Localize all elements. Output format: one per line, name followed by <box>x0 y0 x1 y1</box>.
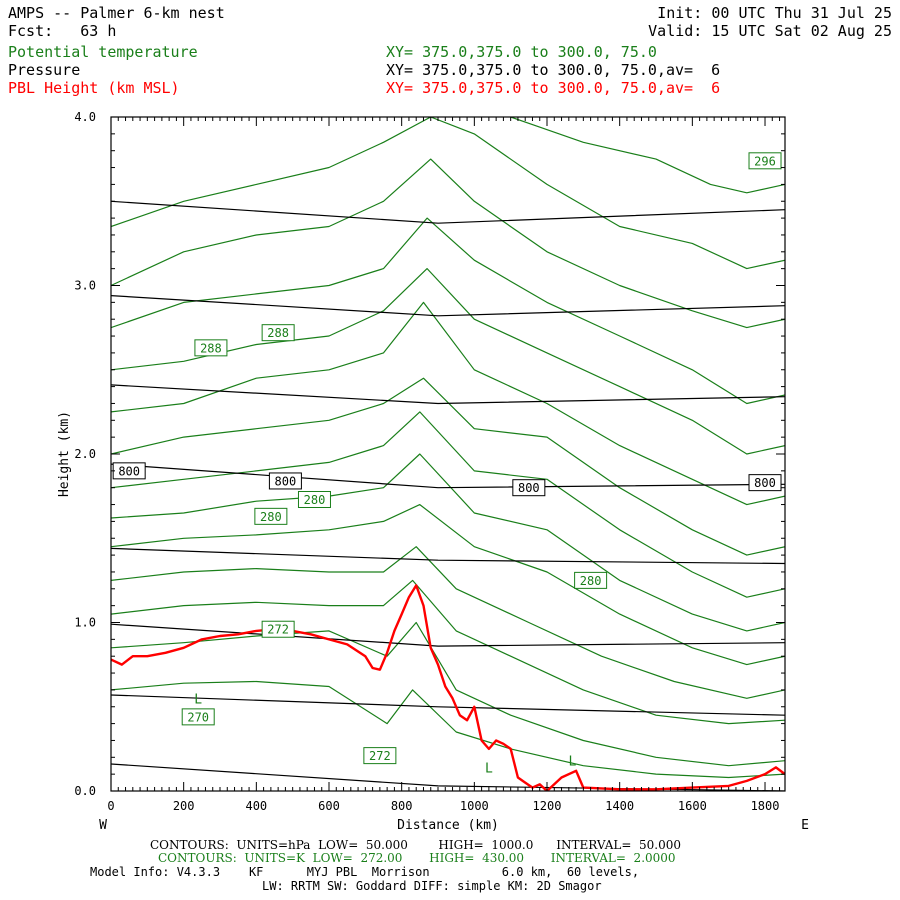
low-marker-1: L <box>485 761 493 776</box>
theta-contour-line-9 <box>111 268 785 455</box>
theta-contour-line-1 <box>111 621 785 767</box>
theta-label-3-box <box>297 490 331 508</box>
footer-model-info-2: LW: RRTM SW: Goddard DIFF: simple KM: 2D… <box>262 879 602 893</box>
theta-label-4-box <box>254 507 288 525</box>
field-xy-theta: XY= 375.0,375.0 to 300.0, 75.0 <box>386 43 657 61</box>
theta-contour-line-12 <box>111 117 785 270</box>
theta-contours <box>111 117 785 779</box>
pressure-contour-line-3 <box>111 463 785 489</box>
pressure-contour-line-5 <box>111 623 785 647</box>
footer-theta-contours: CONTOURS: UNITS=K LOW= 272.00 HIGH= 430.… <box>158 851 676 865</box>
theta-label-1: 288 <box>267 326 289 340</box>
low-marker-2: L <box>569 755 577 770</box>
pbl-height-series <box>111 584 785 791</box>
theta-label-8-box <box>181 708 215 726</box>
low-marker-0: L <box>194 692 202 707</box>
pressure-label-0: 800 <box>118 464 140 478</box>
pressure-contour-line-1 <box>111 295 785 317</box>
theta-label-4: 280 <box>260 510 282 524</box>
theta-label-7-box <box>363 747 397 765</box>
field-name-pbl: PBL Height (km MSL) <box>8 79 180 97</box>
west-label: W <box>99 818 107 833</box>
x-tick-label-0: 0 <box>107 799 114 813</box>
theta-contour-line-2 <box>111 579 785 725</box>
y-tick-label-3: 3.0 <box>74 279 96 293</box>
pressure-contours <box>111 200 785 791</box>
theta-label-2: 288 <box>200 341 222 355</box>
pressure-contour-line-2 <box>111 384 785 405</box>
theta-label-0-box <box>748 152 782 170</box>
pressure-label-1-box <box>268 472 302 490</box>
theta-label-6: 272 <box>267 623 289 637</box>
theta-label-6-box <box>261 620 295 638</box>
footer-model-info: Model Info: V4.3.3 KF MYJ PBL Morrison 6… <box>90 865 640 879</box>
y-tick-label-0: 0.0 <box>74 784 96 798</box>
theta-contour-line-8 <box>111 301 785 506</box>
x-tick-label-2: 400 <box>245 799 267 813</box>
field-name-theta: Potential temperature <box>8 43 198 61</box>
x-tick-label-4: 800 <box>391 799 413 813</box>
pressure-label-1: 800 <box>275 474 297 488</box>
theta-label-5: 280 <box>580 574 602 588</box>
pressure-label-2: 800 <box>518 481 540 495</box>
pbl-height-line <box>111 584 785 791</box>
field-xy-pressure: XY= 375.0,375.0 to 300.0, 75.0,av= 6 <box>386 61 721 79</box>
footer-pressure-contours: CONTOURS: UNITS=hPa LOW= 50.000 HIGH= 10… <box>150 838 681 852</box>
theta-label-1-box <box>261 324 295 342</box>
x-tick-label-1: 200 <box>173 799 195 813</box>
theta-contour-line-5 <box>111 453 785 632</box>
y-tick-label-2: 2.0 <box>74 447 96 461</box>
pressure-label-3: 800 <box>754 476 776 490</box>
field-xy-pbl: XY= 375.0,375.0 to 300.0, 75.0,av= 6 <box>386 79 721 97</box>
theta-contour-line-10 <box>111 217 785 405</box>
theta-contour-line-11 <box>111 158 785 329</box>
theta-label-7: 272 <box>369 749 391 763</box>
pressure-label-3-box <box>748 474 782 492</box>
theta-contour-line-3 <box>111 546 785 699</box>
x-tick-label-3: 600 <box>318 799 340 813</box>
x-tick-label-7: 1400 <box>605 799 634 813</box>
theta-contour-line-13 <box>510 117 785 194</box>
theta-contour-line-0 <box>111 680 785 779</box>
forecast-hour: Fcst: 63 h <box>8 22 117 40</box>
chart-title: AMPS -- Palmer 6-km nest <box>8 4 225 22</box>
y-tick-label-4: 4.0 <box>74 110 96 124</box>
field-name-pressure: Pressure <box>8 61 81 79</box>
theta-label-5-box <box>574 571 608 589</box>
x-tick-label-9: 1800 <box>751 799 780 813</box>
theta-label-0: 296 <box>754 154 776 168</box>
theta-contour-line-6 <box>111 411 785 598</box>
y-tick-label-1: 1.0 <box>74 616 96 630</box>
theta-contour-line-4 <box>111 504 785 666</box>
init-time: Init: 00 UTC Thu 31 Jul 25 <box>657 4 892 22</box>
cross-section-chart: 800 800 800 800 296 288 288 280 280 280 272 272 270 L… <box>57 110 809 833</box>
east-label: E <box>801 818 809 833</box>
x-axis-label: Distance (km) <box>397 818 499 833</box>
valid-time: Valid: 15 UTC Sat 02 Aug 25 <box>648 22 892 40</box>
contour-labels: 800 800 800 800 296 288 288 280 280 280 272 272 270 L… <box>112 152 782 776</box>
axes: 0 200 400 600 800 1000 1200 1400 1600 1800 0.0 1.0 2… <box>57 110 809 833</box>
x-tick-label-6: 1200 <box>533 799 562 813</box>
pressure-contour-line-6 <box>111 694 785 716</box>
x-tick-label-8: 1600 <box>678 799 707 813</box>
theta-label-3: 280 <box>304 493 326 507</box>
y-axis-label: Height (km) <box>57 411 72 497</box>
x-tick-label-5: 1000 <box>460 799 489 813</box>
pressure-label-2-box <box>512 479 546 497</box>
theta-contour-line-7 <box>111 377 785 556</box>
theta-label-2-box <box>194 339 228 357</box>
pressure-contour-line-0 <box>111 200 785 224</box>
pressure-contour-line-4 <box>111 547 785 565</box>
theta-label-8: 270 <box>187 710 209 724</box>
